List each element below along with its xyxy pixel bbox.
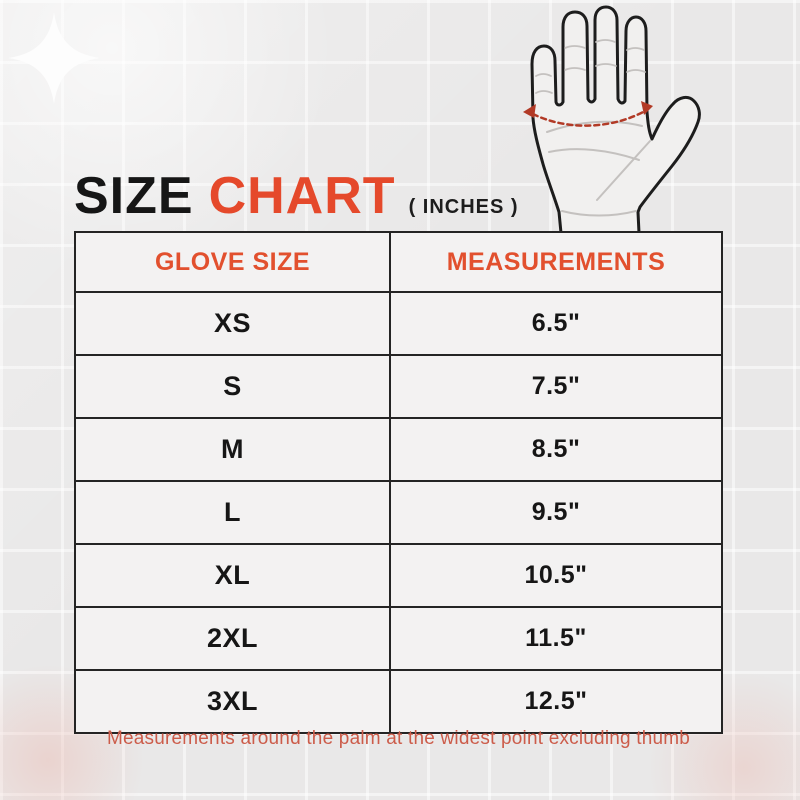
measure-arrow-icon [523, 101, 653, 127]
title-unit-note: ( INCHES ) [408, 196, 519, 218]
measurement-cell: 6.5" [531, 309, 581, 337]
column-header-measurements: MEASUREMENTS [446, 247, 666, 276]
hand-outline [530, 5, 701, 235]
table-row: M 8.5" [76, 417, 721, 480]
measurement-cell: 10.5" [524, 561, 588, 589]
size-table: GLOVE SIZE MEASUREMENTS XS 6.5" S 7.5" M… [74, 231, 723, 734]
glove-size-cell: XS [76, 293, 391, 354]
column-header-glove-size: GLOVE SIZE [76, 233, 391, 291]
measurement-cell: 9.5" [531, 498, 581, 526]
palm-creases [546, 120, 651, 217]
title-word-size: SIZE [74, 167, 194, 225]
glove-size-cell: S [76, 356, 391, 417]
table-header-row: GLOVE SIZE MEASUREMENTS [76, 233, 721, 291]
table-row: 2XL 11.5" [76, 606, 721, 669]
glove-size-cell: M [76, 419, 391, 480]
measurement-cell: 11.5" [525, 624, 587, 652]
table-row: S 7.5" [76, 354, 721, 417]
glove-size-cell: 2XL [76, 608, 391, 669]
measurement-note: Measurements around the palm at the wide… [106, 728, 691, 749]
measurement-cell: 7.5" [531, 372, 581, 400]
finger-creases [535, 39, 646, 94]
hand-palm-icon [523, 5, 701, 235]
title-word-chart: CHART [208, 167, 396, 225]
glove-size-cell: XL [76, 545, 391, 606]
table-row: L 9.5" [76, 480, 721, 543]
table-row: 3XL 12.5" [76, 669, 721, 732]
sparkle-icon [8, 12, 100, 104]
glove-size-cell: L [76, 482, 391, 543]
measurement-cell: 12.5" [524, 687, 588, 715]
page-title: SIZE CHART ( INCHES ) [74, 170, 519, 222]
table-row: XL 10.5" [76, 543, 721, 606]
measurement-cell: 8.5" [531, 435, 581, 463]
glove-size-cell: 3XL [76, 671, 391, 732]
table-row: XS 6.5" [76, 291, 721, 354]
